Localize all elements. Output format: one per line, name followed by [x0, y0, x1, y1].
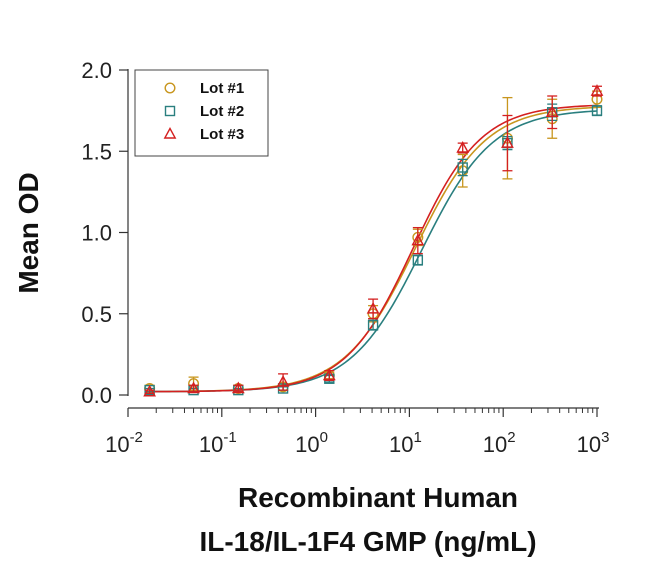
- data-point: [411, 233, 425, 246]
- data-point: [545, 105, 559, 117]
- data-point: [322, 368, 336, 381]
- legend-marker: [164, 82, 176, 94]
- x-tick-label: 101: [389, 429, 422, 457]
- data-point: [187, 381, 200, 394]
- legend-marker: [163, 127, 177, 139]
- x-axis-title-line2: IL-18/IL-1F4 GMP (ng/mL): [199, 526, 536, 557]
- y-tick-label: 1.0: [81, 221, 112, 246]
- legend-marker: [164, 105, 176, 117]
- y-tick-label: 1.5: [81, 139, 112, 164]
- data-point: [367, 319, 379, 331]
- x-tick-exponent: -2: [130, 429, 143, 446]
- data-point: [501, 136, 514, 148]
- x-tick-exponent: 3: [601, 429, 609, 446]
- data-point: [457, 162, 468, 173]
- legend-entry: Lot #2: [200, 103, 244, 120]
- data-point: [412, 254, 424, 266]
- x-axis-title-line1: Recombinant Human: [238, 482, 518, 513]
- x-tick-base: 10: [105, 432, 129, 457]
- x-tick-base: 10: [483, 432, 507, 457]
- x-tick-label: 103: [577, 429, 610, 457]
- data-points: [143, 84, 604, 397]
- x-tick-base: 10: [577, 432, 601, 457]
- x-tick-exponent: 2: [507, 429, 515, 446]
- data-point: [456, 141, 470, 153]
- y-tick-label: 0.0: [81, 383, 112, 408]
- data-point: [590, 84, 604, 96]
- y-tick-label: 0.5: [81, 302, 112, 327]
- y-tick-label: 2.0: [81, 58, 112, 83]
- legend-entry: Lot #3: [200, 126, 244, 143]
- data-point: [591, 105, 603, 116]
- x-tick-label: 100: [295, 429, 328, 457]
- y-axis-title: Mean OD: [13, 172, 44, 293]
- data-point: [231, 381, 245, 394]
- axes: 0.00.51.01.52.010-2 10-1 100 101 102 103: [81, 58, 609, 457]
- data-point: [366, 301, 380, 314]
- x-tick-exponent: -1: [223, 429, 236, 446]
- data-point: [143, 384, 156, 397]
- x-tick-exponent: 0: [320, 429, 328, 446]
- x-tick-base: 10: [295, 432, 319, 457]
- x-tick-base: 10: [199, 432, 223, 457]
- x-tick-label: 10-2: [105, 429, 143, 457]
- x-tick-label: 10-1: [199, 429, 237, 457]
- x-tick-exponent: 1: [413, 429, 421, 446]
- data-point: [276, 375, 290, 387]
- legend-box: [134, 69, 269, 157]
- x-tick-label: 102: [483, 429, 516, 457]
- legend: Lot #1 Lot #2 Lot #3: [134, 69, 269, 157]
- legend-entry: Lot #1: [200, 80, 244, 97]
- x-tick-base: 10: [389, 432, 413, 457]
